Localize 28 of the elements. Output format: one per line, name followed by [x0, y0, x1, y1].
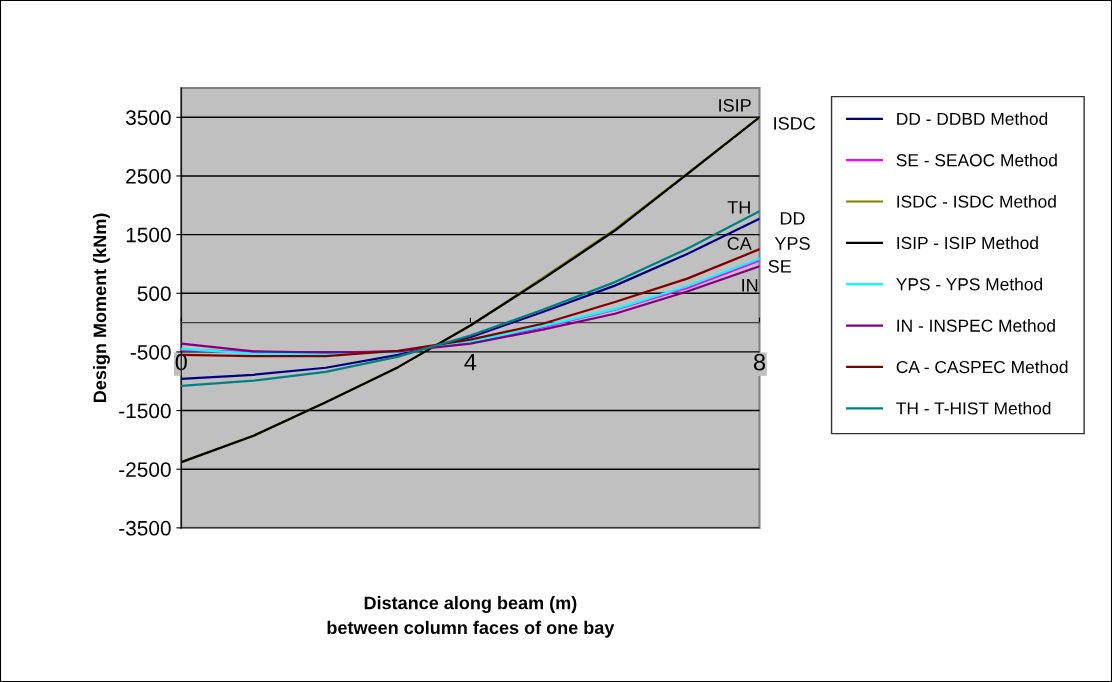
legend-label: IN - INSPEC Method — [897, 319, 1055, 332]
text: SE — [768, 259, 791, 273]
y-tick-label: -3500 — [119, 520, 171, 536]
text: YPS — [774, 237, 810, 250]
legend-label: ISDC - ISDC Method — [897, 195, 1056, 208]
y-tick-label: -2500 — [119, 462, 171, 477]
y-tick-label: 1500 — [126, 227, 171, 243]
annotation: CA — [727, 237, 752, 250]
y-tick-label: -1500 — [119, 403, 171, 419]
annotation: ISIP — [719, 98, 751, 112]
annotation: IN — [742, 279, 758, 292]
text: ISDC — [774, 116, 816, 130]
legend-label: DD - DDBD Method — [897, 112, 1048, 126]
legend-label: TH - T-HIST Method — [896, 401, 1051, 415]
text: DD — [780, 212, 805, 225]
y-tick-label: 2500 — [126, 168, 171, 184]
legend-label: SE - SEAOC Method — [896, 153, 1057, 167]
legend-label: YPS - YPS Method — [896, 277, 1043, 291]
y-tick-label: -500 — [130, 344, 171, 360]
x-tick-label: 8 — [753, 353, 766, 371]
y-axis-title: Design Moment (kNm) — [93, 213, 110, 403]
y-tick-label: 500 — [137, 286, 171, 302]
y-tick-label: 3500 — [125, 110, 171, 126]
legend-label: CA - CASPEC Method — [896, 360, 1068, 374]
x-tick-label: 4 — [464, 354, 477, 371]
x-axis-title: Distance along beam (m) between column faces of one bay — [327, 596, 615, 638]
legend-label: ISIP - ISIP Method — [897, 236, 1038, 250]
annotation: TH — [727, 201, 750, 214]
